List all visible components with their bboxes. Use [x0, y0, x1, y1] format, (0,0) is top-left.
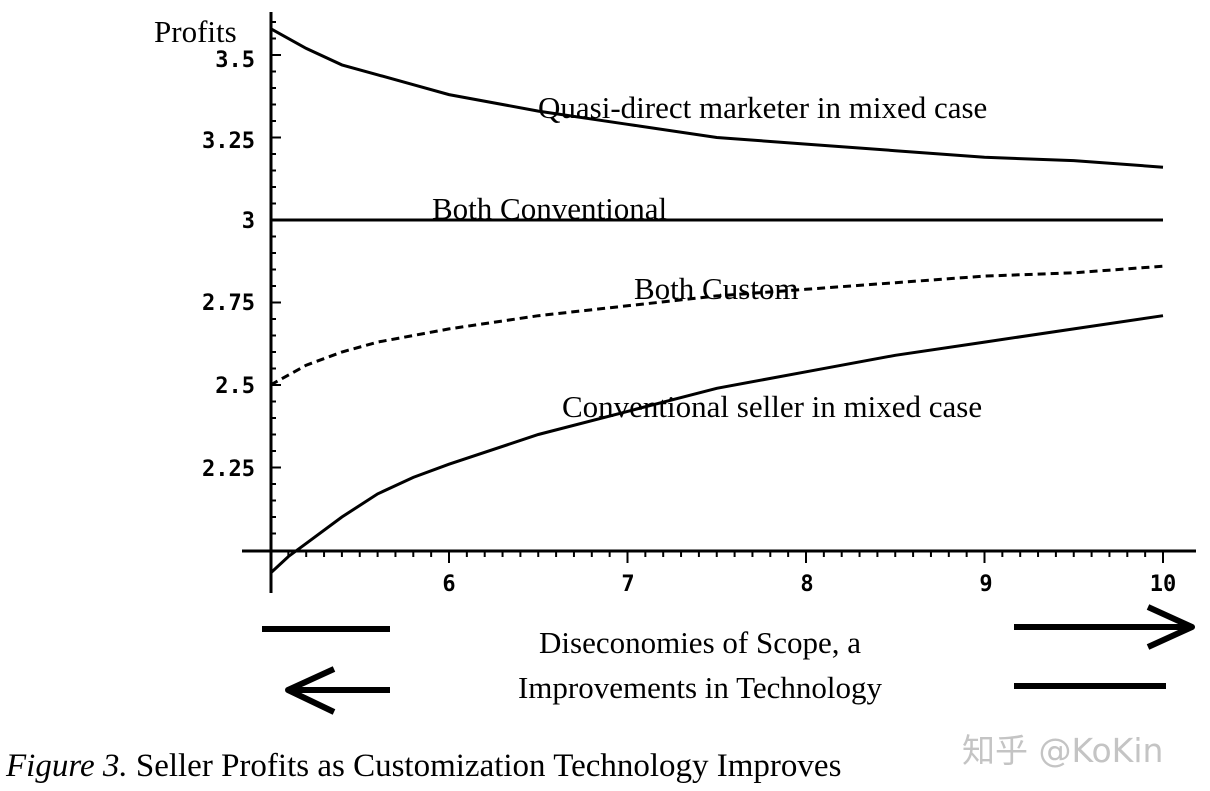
x-tick-label-6: 6	[442, 572, 455, 597]
x-major-ticks	[448, 551, 1164, 563]
series-label-conventional-seller: Conventional seller in mixed case	[562, 389, 982, 424]
x-tick-label-9: 9	[979, 572, 992, 597]
bottom-label-line2: Improvements in Technology	[518, 670, 883, 705]
series-label-both-custom: Both Custom	[634, 271, 799, 306]
series-line-both-custom	[269, 264, 1164, 387]
watermark: 知乎 @KoKin	[962, 731, 1164, 770]
series-line-conventional-seller	[269, 314, 1164, 575]
series-label-both-conventional: Both Conventional	[432, 191, 667, 226]
figure-caption-text: Seller Profits as Customization Technolo…	[127, 748, 842, 784]
y-tick-label-3-25: 3.25	[202, 129, 255, 154]
series-label-quasi-direct: Quasi-direct marketer in mixed case	[538, 90, 987, 125]
bottom-label-line1: Diseconomies of Scope, a	[539, 625, 861, 660]
left-arrowhead	[285, 666, 336, 715]
right-arrowhead	[1146, 604, 1195, 650]
figure-caption: Figure 3. Seller Profits as Customizatio…	[6, 748, 841, 785]
y-tick-label-2-5: 2.5	[215, 374, 255, 399]
x-tick-label-8: 8	[800, 572, 813, 597]
y-tick-label-2-25: 2.25	[202, 457, 255, 482]
y-tick-label-3-5: 3.5	[215, 48, 255, 73]
x-tick-label-10: 10	[1150, 572, 1177, 597]
y-tick-label-2-75: 2.75	[202, 291, 255, 316]
y-axis-label: Profits	[154, 14, 237, 49]
figure-number: Figure 3.	[6, 748, 128, 784]
x-tick-label-7: 7	[621, 572, 634, 597]
series-line-quasi-direct	[269, 27, 1164, 169]
y-tick-label-3: 3	[242, 209, 255, 234]
